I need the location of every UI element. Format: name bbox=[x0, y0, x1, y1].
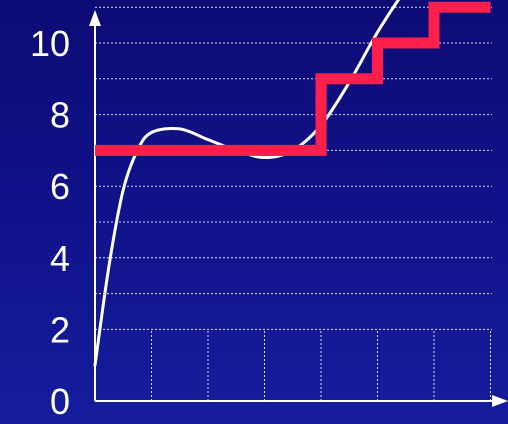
y-tick-label: 0 bbox=[50, 381, 70, 422]
x-axis-arrow-icon bbox=[492, 395, 508, 407]
series-smooth-curve bbox=[93, 0, 401, 367]
y-tick-label: 2 bbox=[50, 309, 70, 350]
y-tick-label: 8 bbox=[50, 95, 70, 136]
y-tick-label: 4 bbox=[50, 238, 70, 279]
y-tick-label: 6 bbox=[50, 166, 70, 207]
grid bbox=[95, 6, 492, 401]
y-tick-labels: 0 2 4 6 8 10 bbox=[30, 23, 70, 422]
series bbox=[93, 0, 491, 367]
series-step-line bbox=[95, 1, 491, 156]
y-axis-arrow-icon bbox=[89, 10, 101, 26]
y-tick-label: 10 bbox=[30, 23, 70, 64]
axes bbox=[89, 10, 508, 407]
